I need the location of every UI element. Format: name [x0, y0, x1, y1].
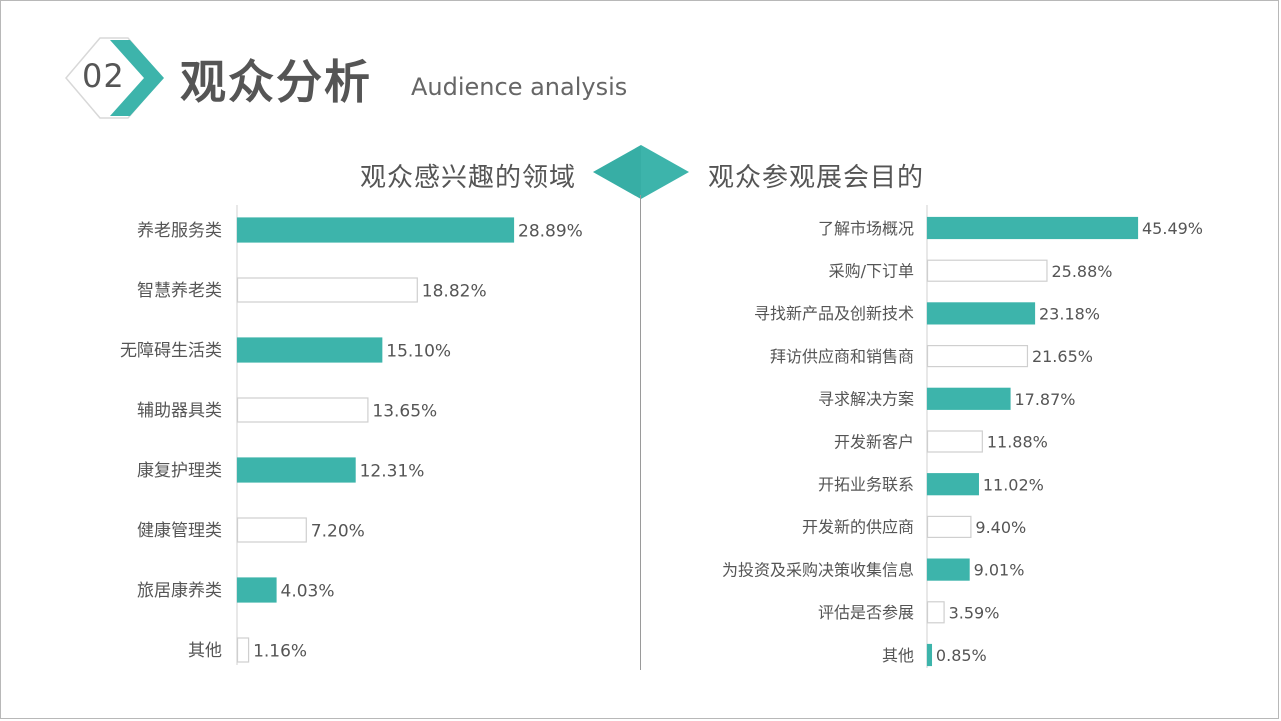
bar — [236, 457, 356, 483]
right-chart-title: 观众参观展会目的 — [708, 163, 925, 193]
data-label: 15.10% — [386, 341, 451, 361]
bar — [926, 387, 1011, 410]
data-label: 9.40% — [975, 518, 1026, 537]
category-label: 康复护理类 — [137, 461, 222, 481]
bar — [236, 517, 307, 543]
data-label: 21.65% — [1032, 347, 1093, 366]
category-label: 健康管理类 — [137, 521, 222, 541]
bar — [926, 259, 1048, 282]
page-title: 观众分析 — [180, 55, 372, 109]
category-label: 辅助器具类 — [137, 401, 222, 421]
bar — [926, 515, 972, 539]
data-label: 4.03% — [281, 581, 335, 601]
category-label: 智慧养老类 — [137, 281, 222, 301]
bar — [926, 345, 1029, 368]
bar — [236, 217, 515, 243]
data-label: 1.16% — [253, 641, 307, 661]
data-label: 45.49% — [1142, 219, 1203, 238]
bar — [236, 577, 277, 603]
data-label: 23.18% — [1039, 304, 1100, 323]
data-label: 11.88% — [987, 433, 1048, 452]
left-chart: 养老服务类 28.89% 智慧养老类 18.82% 无障碍生活类 15.10% 辅助器具类 1… — [120, 205, 583, 665]
bar — [236, 337, 383, 363]
section-number: 02 — [82, 57, 125, 95]
category-label: 寻求解决方案 — [818, 390, 914, 409]
data-label: 9.01% — [974, 561, 1025, 580]
category-label: 其他 — [188, 641, 222, 661]
data-label: 12.31% — [360, 461, 425, 481]
data-label: 28.89% — [518, 221, 583, 241]
bar — [926, 473, 979, 496]
bar — [926, 601, 945, 624]
bar — [926, 643, 933, 667]
bar — [236, 637, 250, 663]
bar — [926, 302, 1036, 325]
category-label: 寻找新产品及创新技术 — [754, 304, 914, 323]
category-label: 无障碍生活类 — [120, 341, 222, 361]
category-label: 开拓业务联系 — [818, 475, 914, 494]
data-label: 0.85% — [936, 646, 987, 665]
bar — [926, 216, 1139, 240]
chevron-badge-icon — [65, 37, 164, 119]
data-label: 7.20% — [311, 521, 365, 541]
category-label: 旅居康养类 — [137, 581, 222, 601]
data-label: 18.82% — [422, 281, 487, 301]
category-label: 采购/下订单 — [829, 261, 914, 280]
category-label: 拜访供应商和销售商 — [770, 347, 914, 366]
data-label: 17.87% — [1014, 390, 1075, 409]
category-label: 其他 — [882, 646, 914, 665]
page-subtitle: Audience analysis — [411, 73, 628, 101]
data-label: 11.02% — [983, 475, 1044, 494]
category-label: 评估是否参展 — [818, 603, 914, 622]
right-chart: 了解市场概况 45.49% 采购/下订单 25.88% 寻找新产品及创新技术 23.18%… — [722, 205, 1203, 668]
category-label: 为投资及采购决策收集信息 — [722, 560, 914, 579]
category-label: 开发新的供应商 — [802, 518, 914, 537]
data-label: 3.59% — [949, 603, 1000, 622]
data-label: 13.65% — [372, 401, 437, 421]
center-divider — [640, 195, 641, 670]
category-label: 了解市场概况 — [818, 219, 914, 238]
category-label: 开发新客户 — [834, 432, 914, 451]
left-chart-title: 观众感兴趣的领域 — [360, 163, 577, 193]
category-label: 养老服务类 — [137, 221, 222, 241]
diamond-icon — [593, 145, 689, 199]
bar — [236, 277, 418, 303]
bar — [926, 558, 970, 581]
bar — [926, 430, 983, 453]
data-label: 25.88% — [1051, 262, 1112, 281]
bar — [236, 397, 369, 423]
